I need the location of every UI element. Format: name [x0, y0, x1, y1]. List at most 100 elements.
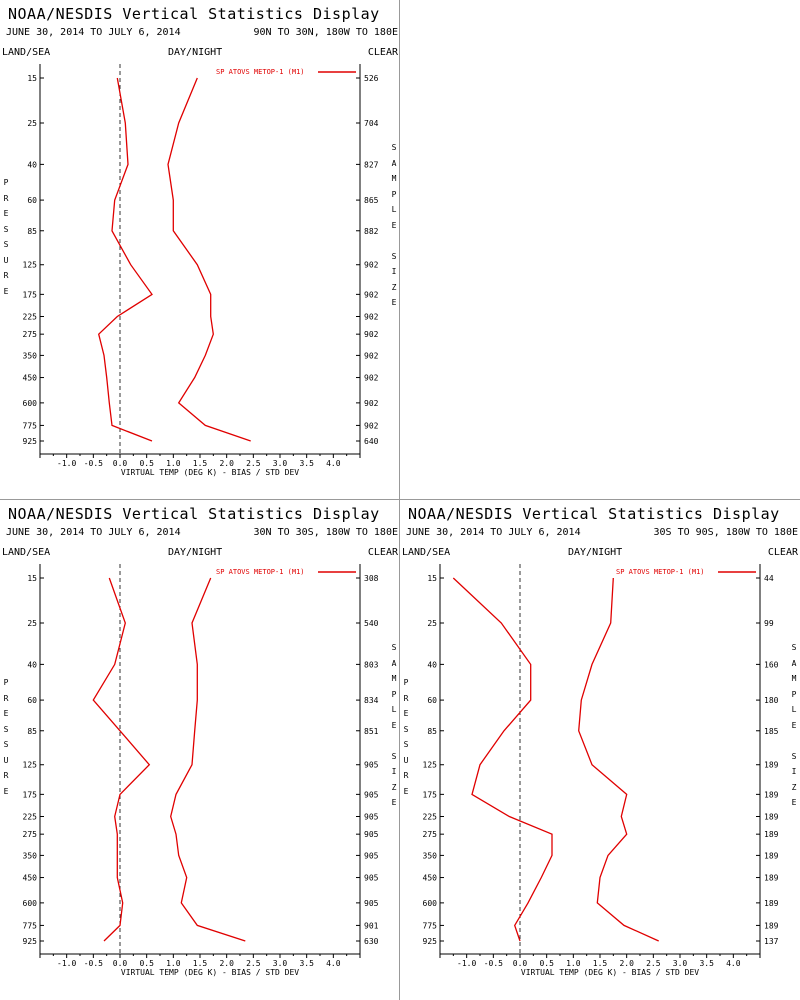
x-tick-label: 2.0 [619, 959, 634, 968]
x-tick-label: 3.0 [273, 459, 288, 468]
sample-size-label: 640 [364, 437, 379, 446]
x-tick-label: -0.5 [84, 459, 103, 468]
sample-size-axis-letter: Z [391, 782, 397, 792]
x-tick-label: 4.0 [326, 459, 341, 468]
sample-size-label: 882 [364, 227, 379, 236]
date-range: JUNE 30, 2014 TO JULY 6, 2014 [406, 527, 581, 538]
sample-size-axis-letter: M [791, 674, 797, 683]
x-tick-label: 0.0 [513, 959, 528, 968]
pressure-tick-label: 775 [23, 421, 38, 430]
pressure-axis-letter: S [3, 740, 9, 749]
pressure-tick-label: 125 [423, 761, 438, 770]
pressure-axis-letter: S [3, 724, 9, 734]
bias-line [97, 77, 153, 442]
sample-size-axis-letter: A [391, 158, 397, 168]
chart-panel-south: NOAA/NESDIS Vertical Statistics Display … [400, 500, 800, 1000]
chart-title: NOAA/NESDIS Vertical Statistics Display [8, 5, 380, 23]
sample-size-label: 189 [764, 790, 779, 799]
pressure-tick-label: 15 [27, 574, 37, 583]
sample-size-label: 902 [364, 290, 379, 299]
plot-area: -1.0 -0.5 0.0 0.5 1.0 1.5 2.0 2.5 3.0 3.5 4.0 VIRTU… [23, 564, 379, 977]
sample-size-label: 189 [764, 830, 779, 839]
pressure-tick-label: 350 [23, 351, 38, 360]
sample-size-label: 905 [364, 790, 379, 799]
x-tick-label: -1.0 [457, 959, 476, 968]
sample-size-axis-letter: Z [391, 282, 397, 292]
pressure-tick-label: 175 [23, 290, 38, 299]
sample-size-axis-letter: P [791, 689, 797, 699]
chart-title: NOAA/NESDIS Vertical Statistics Display [8, 505, 380, 523]
pressure-tick-label: 15 [27, 74, 37, 83]
land-sea-label: LAND/SEA [2, 47, 51, 58]
pressure-axis-letter: P [3, 178, 9, 187]
sample-size-label: 630 [364, 937, 379, 946]
pressure-axis-letter: U [403, 755, 409, 765]
x-tick-label: -1.0 [57, 959, 76, 968]
sample-size-label: 44 [764, 574, 774, 583]
chart-panel-north: NOAA/NESDIS Vertical Statistics Display … [0, 0, 400, 500]
x-tick-label: 4.0 [726, 959, 741, 968]
pressure-tick-label: 775 [23, 921, 38, 930]
sample-size-axis-letter: E [391, 720, 397, 730]
sample-size-axis-letter: S [391, 251, 397, 261]
x-axis-label: VIRTUAL TEMP (DEG K) - BIAS / STD DEV [121, 968, 299, 977]
clear-label: CLEAR [367, 47, 398, 58]
pressure-tick-label: 175 [23, 790, 38, 799]
plot-area: -1.0 -0.5 0.0 0.5 1.0 1.5 2.0 2.5 3.0 3.5 4.0 VIRTU… [23, 64, 379, 477]
sample-size-axis-letter: L [391, 205, 397, 214]
pressure-tick-label: 450 [23, 374, 38, 383]
land-sea-label: LAND/SEA [402, 547, 451, 558]
x-tick-label: 3.0 [673, 959, 688, 968]
x-tick-label: 1.5 [193, 459, 208, 468]
date-range: JUNE 30, 2014 TO JULY 6, 2014 [6, 527, 181, 538]
day-night-label: DAY/NIGHT [568, 547, 623, 558]
pressure-tick-label: 175 [423, 790, 438, 799]
sample-size-label: 185 [764, 727, 779, 736]
date-range: JUNE 30, 2014 TO JULY 6, 2014 [6, 27, 181, 38]
clear-label: CLEAR [367, 547, 398, 558]
bias-line [452, 577, 553, 942]
sample-size-axis-letter: M [391, 674, 397, 683]
pressure-tick-label: 925 [423, 937, 438, 946]
sample-size-label: 189 [764, 812, 779, 821]
pressure-tick-label: 600 [423, 899, 438, 908]
x-tick-label: 0.5 [139, 459, 154, 468]
pressure-axis-letter: R [3, 771, 9, 780]
pressure-tick-label: 275 [23, 330, 38, 339]
pressure-tick-label: 25 [27, 119, 37, 128]
pressure-tick-label: 85 [27, 727, 37, 736]
sample-size-label: 902 [364, 261, 379, 270]
legend-label: SP ATOVS METOP-1 (M1) [616, 568, 705, 576]
pressure-axis-letter: E [403, 709, 409, 718]
sample-size-axis-letter: S [391, 143, 397, 152]
land-sea-label: LAND/SEA [2, 547, 51, 558]
sample-size-label: 704 [364, 119, 379, 128]
sample-size-axis-letter: I [391, 767, 397, 776]
x-tick-label: 2.0 [219, 959, 234, 968]
sample-size-label: 189 [764, 921, 779, 930]
std-dev-line [170, 577, 246, 942]
x-tick-label: 2.5 [646, 959, 661, 968]
x-tick-label: -0.5 [84, 959, 103, 968]
x-tick-label: 2.5 [246, 959, 261, 968]
x-tick-label: 2.0 [219, 459, 234, 468]
sample-size-label: 160 [764, 660, 779, 669]
sample-size-axis-letter: P [391, 189, 397, 199]
std-dev-line [578, 577, 659, 942]
sample-size-label: 865 [364, 196, 379, 205]
pressure-axis-letter: P [403, 678, 409, 687]
x-tick-label: 1.0 [566, 959, 581, 968]
x-tick-label: 4.0 [326, 959, 341, 968]
pressure-axis-letter: R [3, 693, 9, 703]
pressure-tick-label: 125 [23, 261, 38, 270]
pressure-tick-label: 40 [27, 660, 37, 669]
x-tick-label: 3.0 [273, 959, 288, 968]
sample-size-axis-letter: E [391, 298, 397, 307]
sample-size-label: 137 [764, 937, 779, 946]
chart-panel-tropics: NOAA/NESDIS Vertical Statistics Display … [0, 500, 400, 1000]
